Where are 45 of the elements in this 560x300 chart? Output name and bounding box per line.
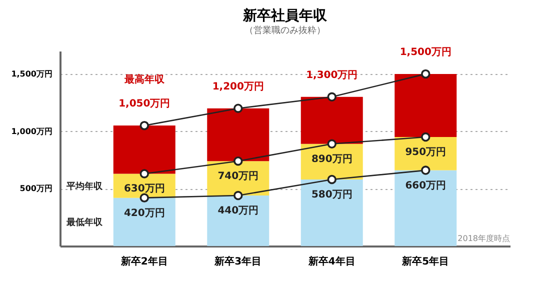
annotation: 2018年度時点 — [458, 234, 510, 243]
x-tick-label: 新卒4年目 — [307, 256, 356, 268]
data-label: 630万円 — [124, 184, 165, 195]
point — [327, 92, 336, 102]
data-label: 740万円 — [218, 171, 259, 182]
point — [421, 166, 430, 175]
data-label: 440万円 — [218, 206, 259, 217]
data-label: 580万円 — [311, 189, 352, 200]
point — [234, 190, 243, 200]
point — [327, 174, 336, 184]
x-tick-label: 新卒2年目 — [120, 256, 168, 268]
y-tick-label: 1,500万円 — [11, 69, 52, 78]
bar — [207, 108, 270, 162]
x-tick-label: 新卒3年目 — [214, 256, 262, 268]
data-label: 950万円 — [405, 147, 446, 158]
bar — [113, 198, 176, 246]
series-label: 平均年収 — [65, 180, 104, 192]
bar — [300, 179, 363, 246]
point — [140, 120, 149, 130]
data-label: 1,050万円 — [118, 98, 170, 110]
series-label: 最低年収 — [65, 216, 104, 228]
x-tick-label: 新卒5年目 — [401, 256, 450, 268]
y-tick-label: 500万円 — [20, 184, 52, 194]
bar — [300, 96, 363, 144]
bar — [394, 170, 457, 246]
data-label: 1,500万円 — [400, 46, 452, 58]
point — [140, 193, 149, 202]
data-label: 660万円 — [405, 180, 446, 192]
point — [421, 132, 430, 142]
point — [327, 139, 336, 149]
bar — [207, 196, 270, 246]
data-label: 1,200万円 — [212, 81, 264, 92]
data-label: 890万円 — [311, 154, 352, 165]
point — [140, 169, 149, 178]
chart-title: 新卒社員年収 — [242, 6, 328, 24]
point — [421, 69, 430, 79]
bar — [113, 126, 176, 174]
text: 最高年収 — [123, 74, 166, 86]
point — [234, 104, 243, 113]
point — [234, 156, 243, 166]
bar — [394, 74, 457, 138]
data-label: 1,300万円 — [306, 70, 358, 81]
data-label: 420万円 — [124, 208, 165, 219]
y-tick-label: 1,000万円 — [11, 126, 52, 136]
chart-subtitle: （営業職のみ抜粋） — [244, 24, 326, 36]
